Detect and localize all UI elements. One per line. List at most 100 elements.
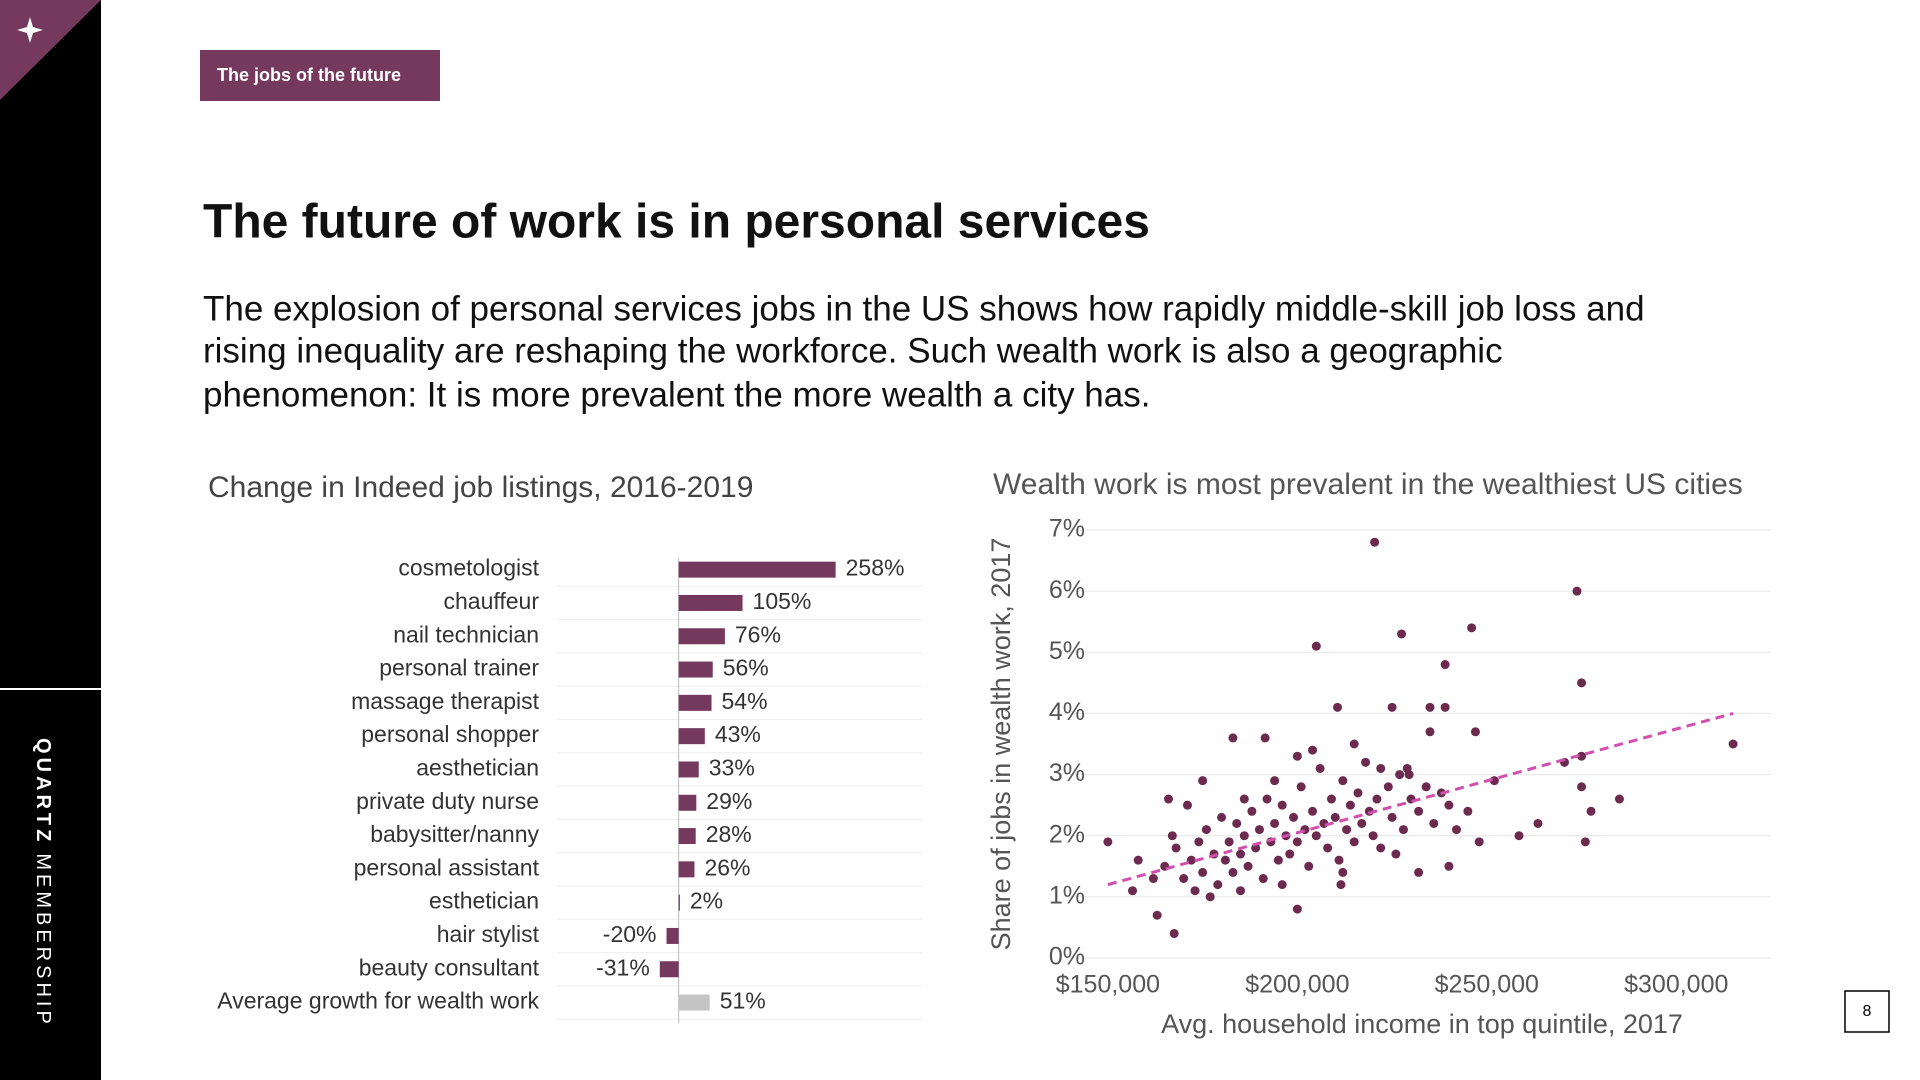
bar — [678, 628, 725, 645]
point — [1128, 886, 1138, 896]
y-tick-label: 6% — [1049, 576, 1085, 604]
point — [1463, 806, 1473, 816]
point — [1572, 586, 1582, 596]
bar — [678, 728, 705, 745]
point — [1277, 880, 1287, 890]
category-label: babysitter/nanny — [370, 821, 539, 847]
point — [1514, 831, 1524, 841]
bar — [678, 894, 680, 911]
x-tick-label: $200,000 — [1245, 971, 1349, 999]
point — [1580, 837, 1590, 847]
point — [1342, 825, 1352, 835]
point — [1353, 788, 1363, 798]
chart-title: Change in Indeed job listings, 2016-2019 — [208, 471, 753, 504]
point — [1285, 849, 1295, 859]
value-label: 2% — [690, 888, 723, 914]
page-number-box — [1844, 990, 1890, 1033]
category-label: esthetician — [429, 888, 539, 914]
value-label: 54% — [722, 688, 768, 714]
category-label: nail technician — [393, 621, 539, 647]
y-tick-label: 4% — [1049, 698, 1085, 726]
value-label: -31% — [596, 954, 650, 980]
value-label: 51% — [720, 988, 766, 1014]
value-label: -20% — [603, 921, 657, 947]
bar — [678, 828, 696, 845]
x-tick-label: $150,000 — [1056, 971, 1160, 999]
point — [1190, 886, 1200, 896]
point — [1402, 763, 1412, 773]
point — [1167, 831, 1177, 841]
point — [1326, 794, 1336, 804]
value-label: 26% — [704, 854, 750, 880]
point — [1277, 800, 1287, 810]
point — [1372, 794, 1382, 804]
corner-triangle — [0, 0, 101, 100]
point — [1270, 776, 1280, 786]
point — [1186, 855, 1196, 865]
point — [1383, 782, 1393, 792]
point — [1387, 812, 1397, 822]
point — [1260, 733, 1270, 743]
point — [1258, 874, 1268, 884]
point — [1370, 537, 1380, 547]
point — [1198, 867, 1208, 877]
point — [1334, 855, 1344, 865]
point — [1429, 818, 1439, 828]
point — [1220, 855, 1230, 865]
y-tick-label: 7% — [1049, 515, 1085, 543]
value-label: 29% — [706, 788, 752, 814]
point — [1470, 727, 1480, 737]
x-tick-label: $250,000 — [1435, 971, 1539, 999]
point — [1330, 812, 1340, 822]
point — [1213, 880, 1223, 890]
point — [1451, 825, 1461, 835]
value-label: 258% — [846, 555, 905, 581]
category-label: massage therapist — [351, 688, 540, 714]
bar — [659, 961, 679, 978]
point — [1239, 831, 1249, 841]
point — [1217, 812, 1227, 822]
point — [1148, 874, 1158, 884]
bar — [678, 661, 713, 678]
point — [1421, 782, 1431, 792]
point — [1368, 831, 1378, 841]
point — [1361, 757, 1371, 767]
point — [1247, 806, 1257, 816]
point — [1728, 739, 1738, 749]
point — [1398, 825, 1408, 835]
point — [1179, 874, 1189, 884]
point — [1236, 886, 1246, 896]
point — [1194, 837, 1204, 847]
point — [1425, 702, 1435, 712]
point — [1182, 800, 1192, 810]
point — [1270, 818, 1280, 828]
sidebar-product: MEMBERSHIP — [32, 853, 54, 1027]
point — [1349, 739, 1359, 749]
value-label: 105% — [753, 588, 812, 614]
y-tick-label: 2% — [1049, 820, 1085, 848]
category-label: beauty consultant — [359, 954, 540, 980]
point — [1425, 727, 1435, 737]
point — [1391, 849, 1401, 859]
page-number: 8 — [1863, 1003, 1872, 1020]
point — [1440, 660, 1450, 670]
point — [1103, 837, 1113, 847]
point — [1397, 629, 1407, 639]
point — [1315, 763, 1325, 773]
point — [1311, 831, 1321, 841]
value-label: 33% — [709, 755, 755, 781]
point — [1254, 825, 1264, 835]
point — [1338, 867, 1348, 877]
point — [1239, 794, 1249, 804]
point — [1414, 867, 1424, 877]
x-tick-label: $300,000 — [1624, 971, 1728, 999]
point — [1292, 751, 1302, 761]
value-label: 43% — [715, 721, 761, 747]
point — [1205, 892, 1215, 902]
point — [1387, 702, 1397, 712]
category-label: cosmetologist — [398, 555, 539, 581]
sidebar-text: QUARTZ MEMBERSHIP — [32, 738, 54, 1028]
point — [1201, 825, 1211, 835]
point — [1292, 904, 1302, 914]
bar — [678, 794, 697, 811]
